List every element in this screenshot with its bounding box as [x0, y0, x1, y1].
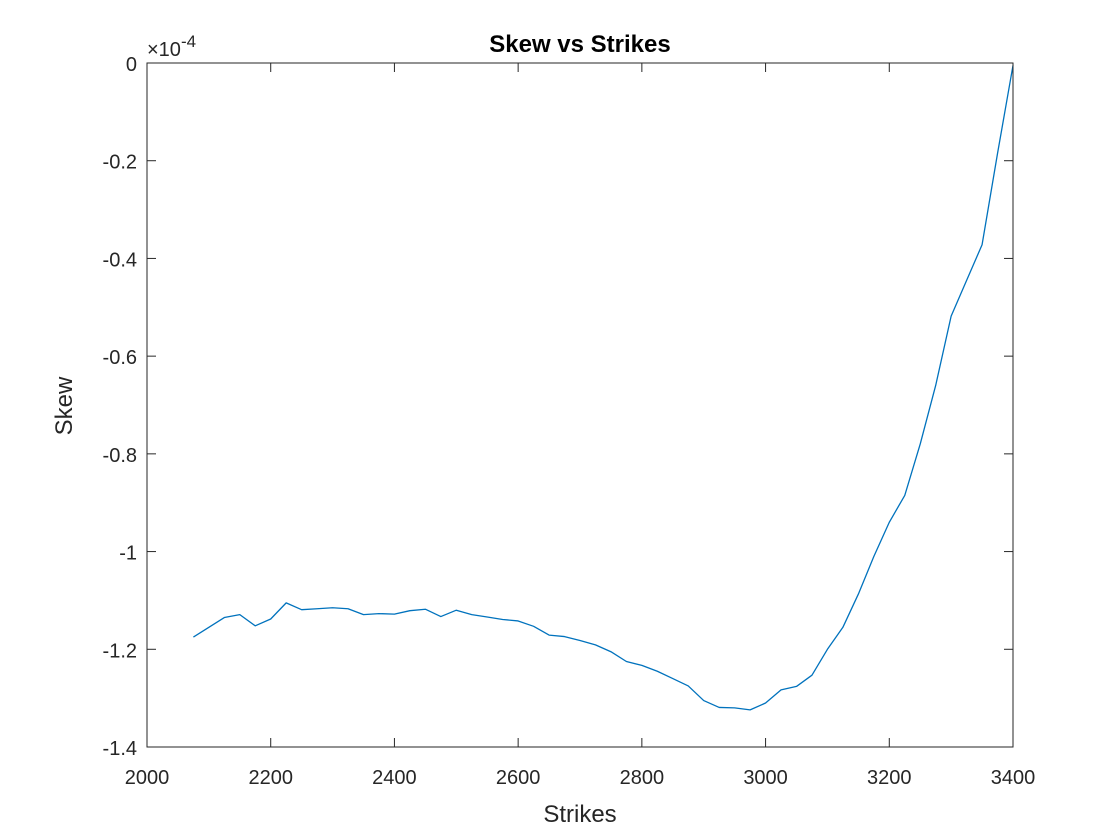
x-tick-label: 3000: [743, 767, 788, 789]
chart-title: Skew vs Strikes: [489, 31, 670, 58]
y-axis-exponent-label: ×10-4: [147, 32, 196, 61]
x-tick-label: 2000: [125, 767, 170, 789]
y-tick-label: -1: [119, 543, 137, 565]
x-tick-label: 2200: [248, 767, 293, 789]
axes-box: [146, 62, 1014, 748]
x-axis-title: Strikes: [543, 801, 616, 828]
y-tick-label: -0.4: [103, 249, 137, 271]
x-tick-label: 3200: [867, 767, 912, 789]
y-tick-label: -0.2: [103, 152, 137, 174]
series-line-1: [193, 65, 1014, 711]
y-tick-label: -0.8: [103, 445, 137, 467]
y-axis-exponent-base: ×10: [147, 39, 181, 61]
x-tick-label: 3400: [991, 767, 1036, 789]
y-tick-label: -1.4: [103, 738, 137, 760]
y-tick-label: -0.6: [103, 347, 137, 369]
y-axis-exponent-power: -4: [181, 32, 196, 51]
y-tick-label: -1.2: [103, 640, 137, 662]
plot-area: [147, 63, 1013, 747]
y-tick-label: 0: [126, 54, 137, 76]
x-tick-label: 2800: [620, 767, 665, 789]
y-axis-title: Skew: [51, 376, 78, 435]
x-tick-label: 2400: [372, 767, 417, 789]
x-tick-label: 2600: [496, 767, 541, 789]
